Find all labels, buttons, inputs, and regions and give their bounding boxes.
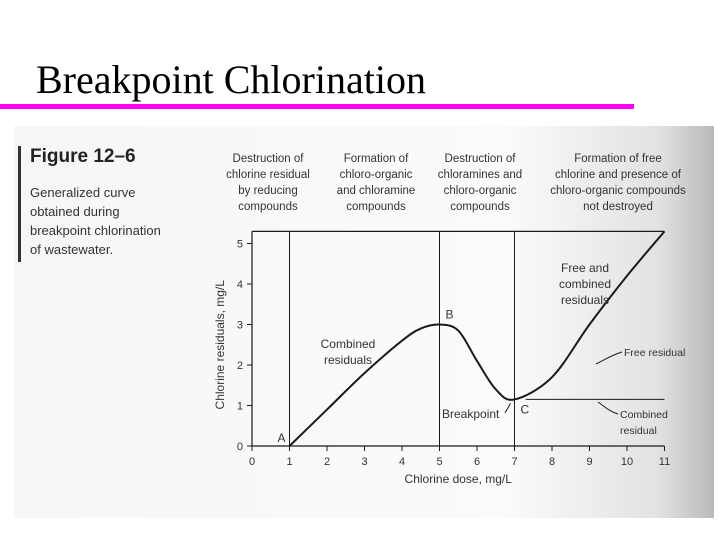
x-tick-label: 6 <box>474 456 480 468</box>
zone-heading: by reducing <box>238 185 297 197</box>
zone-heading: Destruction of <box>233 153 305 165</box>
y-tick-label: 3 <box>237 320 243 332</box>
caption-line: Generalized curve <box>30 185 136 200</box>
chart-axes: 0 1 2 3 4 5 6 7 8 9 10 11 0 1 2 3 4 5 Chlorine dose, mg/L C… <box>213 231 670 486</box>
y-tick-label: 1 <box>237 401 243 413</box>
x-tick-label: 7 <box>511 456 517 468</box>
chlorine-residual-curve <box>288 230 666 447</box>
x-tick-label: 2 <box>324 456 330 468</box>
x-tick-label: 5 <box>436 456 442 468</box>
zone-heading: not destroyed <box>583 201 653 213</box>
y-tick-label: 5 <box>237 239 243 251</box>
slide-title: Breakpoint Chlorination <box>36 57 426 102</box>
figure-caption: Generalized curve obtained during breakp… <box>30 183 190 259</box>
x-tick-label: 11 <box>659 456 670 468</box>
reference-lines <box>252 230 665 446</box>
zone-heading: and chloramine <box>337 185 416 197</box>
zone-heading: chlorine residual <box>226 169 310 181</box>
figure-scan-background <box>14 126 714 518</box>
free-and-combined-label: Free and <box>561 261 609 275</box>
x-tick-label: 0 <box>249 456 255 468</box>
caption-line: of wastewater. <box>30 242 114 257</box>
x-tick-label: 8 <box>549 456 555 468</box>
breakpoint-leader <box>504 403 511 414</box>
figure-label: Figure 12–6 <box>30 146 136 167</box>
breakpoint-label: Breakpoint <box>442 407 500 421</box>
y-axis-label: Chlorine residuals, mg/L <box>213 280 227 410</box>
combined-residuals-label: residuals <box>324 353 372 367</box>
x-tick-label: 9 <box>586 456 592 468</box>
zone-heading: chloro-organic compounds <box>550 185 686 197</box>
zone-heading: chloro-organic <box>444 185 517 197</box>
x-tick-label: 4 <box>399 456 405 468</box>
zone-heading: Destruction of <box>445 153 517 165</box>
chart-labels: A B C Destruction of chlorine residual by red… <box>226 153 686 445</box>
zone-heading: Formation of free <box>574 153 662 165</box>
x-axis-label: Chlorine dose, mg/L <box>405 472 513 486</box>
title-underline <box>0 104 634 109</box>
zone-heading: chlorine and presence of <box>555 169 682 181</box>
x-tick-label: 1 <box>286 456 292 468</box>
point-label-c: C <box>521 402 530 416</box>
free-and-combined-label: combined <box>559 277 611 291</box>
free-residual-label: Free residual <box>624 347 685 359</box>
zone-heading: chloramines and <box>438 169 522 181</box>
zone-heading: compounds <box>450 201 510 213</box>
zone-heading: chloro-organic <box>340 169 413 181</box>
caption-line: breakpoint chlorination <box>30 223 161 238</box>
caption-line: obtained during <box>30 204 120 219</box>
zone-heading: compounds <box>238 201 298 213</box>
free-residual-leader <box>595 351 623 365</box>
combined-residuals-label: Combined <box>321 337 376 351</box>
combined-residual-label: Combined <box>620 409 668 421</box>
figure-label-bar <box>18 146 21 262</box>
y-tick-label: 4 <box>237 279 243 291</box>
point-label-a: A <box>278 431 286 445</box>
combined-residual-leader <box>597 401 619 415</box>
y-tick-label: 2 <box>237 360 243 372</box>
y-tick-label: 0 <box>237 441 243 453</box>
x-tick-label: 3 <box>361 456 367 468</box>
combined-residual-label: residual <box>620 425 657 437</box>
point-label-b: B <box>446 308 454 322</box>
free-and-combined-label: residuals <box>561 293 609 307</box>
x-tick-label: 10 <box>621 456 633 468</box>
zone-heading: compounds <box>346 201 406 213</box>
zone-heading: Formation of <box>344 153 409 165</box>
chart-curve <box>288 230 666 447</box>
